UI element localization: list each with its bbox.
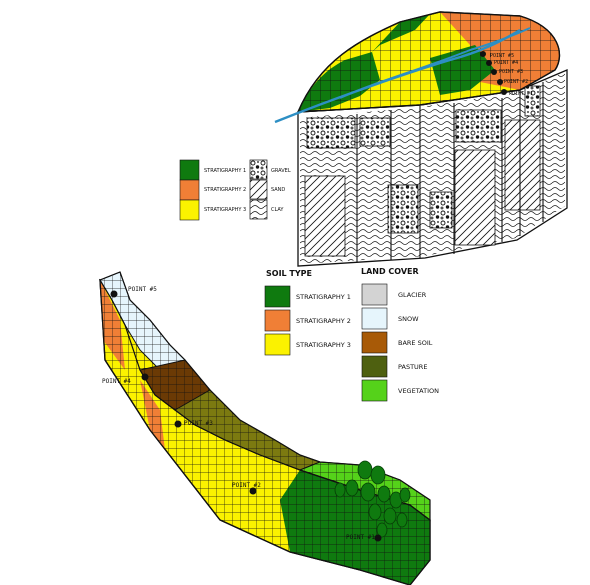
profile-point-marker bbox=[110, 290, 118, 298]
block-sand-zone bbox=[304, 175, 346, 257]
block-point-marker bbox=[501, 89, 507, 95]
block-legend-pattern-label: SAND bbox=[271, 187, 285, 193]
tree-icon bbox=[376, 522, 388, 538]
land-cover-label: SNOW bbox=[398, 315, 419, 323]
block-legend: STRATIGRAPHY 1 STRATIGRAPHY 2 STRATIGRAP… bbox=[179, 159, 291, 221]
land-swatch-snow bbox=[361, 307, 388, 330]
profile-point-marker bbox=[249, 487, 257, 495]
tree-icon bbox=[399, 487, 411, 503]
profile-point-marker bbox=[141, 373, 149, 381]
soil-swatch-strat3 bbox=[264, 333, 291, 356]
block-gravel-zone bbox=[429, 191, 453, 229]
tree-icon bbox=[368, 503, 382, 521]
profile-model: POINT #5 POINT #4 POINT #3 POINT #2 POIN… bbox=[99, 271, 431, 585]
block-point-marker bbox=[491, 69, 497, 75]
land-swatch-vegetation bbox=[361, 379, 388, 402]
soil-type-label: STRATIGRAPHY 1 bbox=[296, 293, 351, 301]
land-cover-label: GLACIER bbox=[398, 291, 427, 299]
block-point-marker bbox=[497, 79, 503, 85]
block-gravel-zone bbox=[387, 184, 419, 234]
tree-icon bbox=[383, 507, 397, 525]
tree-icon bbox=[357, 460, 373, 480]
tree-icon bbox=[377, 485, 391, 503]
block-legend-swatch-strat1 bbox=[179, 159, 200, 181]
block-surface-grid bbox=[296, 11, 561, 113]
profile-point-marker bbox=[374, 534, 382, 542]
land-swatch-pasture bbox=[361, 355, 388, 378]
block-point-label: POINT #3 bbox=[499, 69, 523, 75]
profile-point-label: POINT #5 bbox=[128, 286, 157, 293]
profile-point-label: POINT #4 bbox=[102, 378, 131, 385]
tree-icon bbox=[360, 482, 376, 502]
block-point-label: POINT #4 bbox=[494, 60, 518, 66]
land-swatch-glacier bbox=[361, 283, 388, 306]
trees bbox=[334, 460, 411, 538]
soil-type-label: STRATIGRAPHY 2 bbox=[296, 317, 351, 325]
block-gravel-zone bbox=[359, 117, 391, 147]
land-cover-label: BARE SOIL bbox=[398, 339, 433, 347]
block-point-label: POINT #5 bbox=[490, 53, 514, 59]
land-cover-label: PASTURE bbox=[398, 363, 427, 371]
soil-swatch-strat1 bbox=[264, 285, 291, 308]
block-point-marker bbox=[486, 60, 492, 66]
tree-icon bbox=[345, 479, 359, 497]
block-sand-zone bbox=[454, 149, 496, 246]
soil-swatch-strat2 bbox=[264, 309, 291, 332]
block-sand-zone bbox=[504, 119, 541, 211]
block-legend-swatch-strat2 bbox=[179, 179, 200, 201]
land-cover-legend: LAND COVER GLACIER SNOW BARE SOIL PASTUR… bbox=[361, 267, 439, 402]
block-legend-swatch-strat3 bbox=[179, 199, 200, 221]
block-gravel-zone bbox=[524, 85, 541, 117]
block-legend-label: STRATIGRAPHY 3 bbox=[204, 207, 246, 213]
profile-point-marker bbox=[174, 420, 182, 428]
sand-pattern-swatch bbox=[249, 179, 268, 200]
profile-point-label: POINT #2 bbox=[232, 482, 261, 489]
profile-point-label: POINT #3 bbox=[184, 420, 213, 427]
block-model: POINT #5 POINT #4 POINT #3 POINT #2 POIN… bbox=[274, 11, 568, 267]
block-point-label: POINT #1 bbox=[509, 91, 533, 97]
profile-point-label: POINT #1 bbox=[346, 534, 375, 541]
gravel-pattern-swatch bbox=[249, 159, 268, 180]
profile-points: POINT #5 POINT #4 POINT #3 POINT #2 POIN… bbox=[102, 286, 382, 542]
block-legend-label: STRATIGRAPHY 1 bbox=[204, 168, 246, 174]
river-line bbox=[274, 28, 521, 124]
block-legend-pattern-label: GRAVEL bbox=[271, 168, 291, 174]
block-gravel-zone bbox=[455, 109, 502, 143]
block-legend-pattern-label: CLAY bbox=[271, 207, 284, 213]
land-swatch-bare-soil bbox=[361, 331, 388, 354]
block-points: POINT #5 POINT #4 POINT #3 POINT #2 POIN… bbox=[480, 51, 533, 97]
block-gravel-zone bbox=[306, 117, 356, 149]
soil-type-title: SOIL TYPE bbox=[266, 269, 312, 278]
block-point-marker bbox=[480, 51, 486, 57]
block-column-lines bbox=[356, 82, 544, 262]
soil-type-label: STRATIGRAPHY 3 bbox=[296, 341, 351, 349]
block-point-label: POINT #2 bbox=[504, 79, 528, 85]
tree-icon bbox=[396, 512, 408, 528]
land-cover-label: VEGETATION bbox=[398, 387, 439, 395]
clay-pattern-swatch bbox=[249, 199, 268, 220]
soil-type-legend: SOIL TYPE STRATIGRAPHY 1 STRATIGRAPHY 2 … bbox=[264, 269, 351, 356]
land-cover-title: LAND COVER bbox=[361, 267, 419, 276]
tree-icon bbox=[334, 482, 346, 498]
block-legend-label: STRATIGRAPHY 2 bbox=[204, 187, 246, 193]
river-line bbox=[339, 27, 531, 99]
tree-icon bbox=[370, 465, 386, 485]
